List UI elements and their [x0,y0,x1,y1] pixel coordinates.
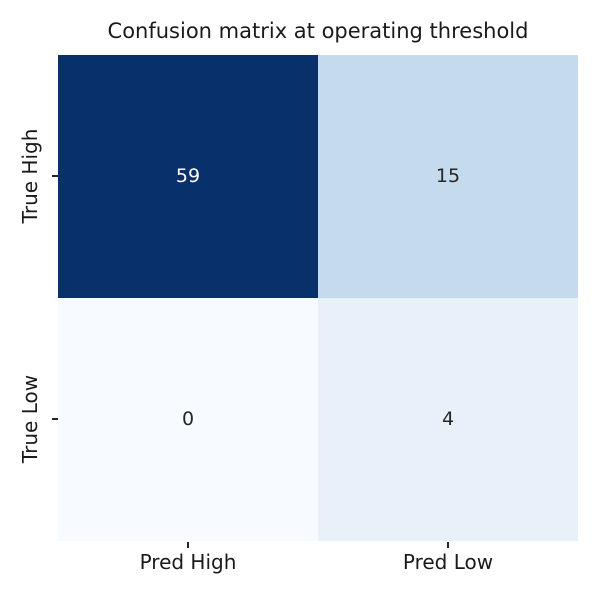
y-axis-tick-true-low [52,418,58,420]
y-tick-label-true-high: True High [18,128,42,224]
heatmap-cell-true-high-pred-high: 59 [58,55,318,298]
x-tick-label-pred-low: Pred Low [402,550,494,574]
cell-value: 4 [441,408,455,430]
x-axis-tick-pred-high [187,542,189,548]
cell-value: 59 [175,165,201,187]
y-axis-tick-true-high [52,175,58,177]
y-tick-label-true-low: True Low [18,374,42,464]
heatmap-cell-true-low-pred-low: 4 [318,298,578,541]
x-tick-label-pred-high: Pred High [139,550,237,574]
x-axis-tick-pred-low [447,542,449,548]
cell-value: 15 [435,165,461,187]
heatmap-cell-true-high-pred-low: 15 [318,55,578,298]
cell-value: 0 [181,408,195,430]
chart-title: Confusion matrix at operating threshold [107,19,529,43]
heatmap-grid: 59 15 0 4 [58,55,578,541]
heatmap-cell-true-low-pred-high: 0 [58,298,318,541]
